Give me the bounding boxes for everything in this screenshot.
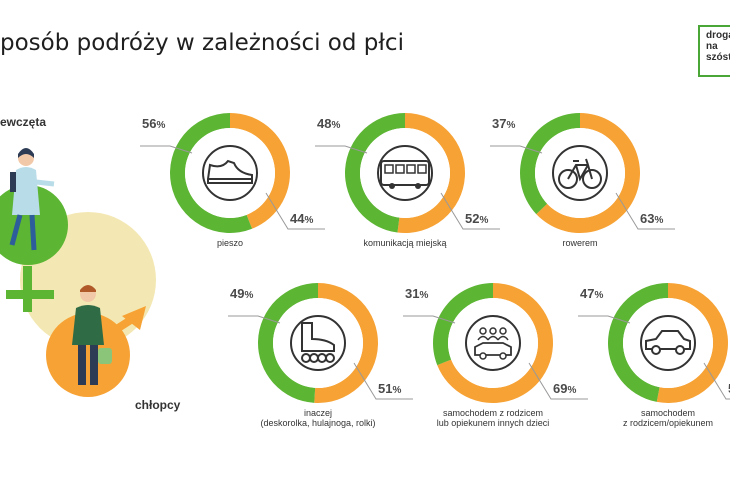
logo-line: na [706, 41, 718, 52]
donut-hole [535, 128, 625, 218]
value-label-girls: 56% [142, 116, 165, 131]
male-symbol-circle [46, 313, 130, 397]
gender-illustration [0, 148, 156, 397]
slice-boys [536, 113, 641, 233]
girl-figure [9, 148, 55, 251]
icon-ring [552, 145, 608, 201]
slice-girls [433, 283, 493, 366]
shoe-icon [207, 159, 253, 184]
value-label-boys: 44% [290, 211, 313, 226]
value-label-boys: 51% [378, 381, 401, 396]
bus-icon [380, 160, 430, 189]
category-label: lub opiekunem innych dzieci [437, 418, 550, 428]
leader-line-boys [353, 362, 413, 400]
slice-boys [314, 283, 378, 403]
boys-label: chłopcy [135, 398, 181, 412]
icon-ring [465, 315, 521, 371]
brand-logo: drogą na szóstkę [698, 25, 730, 77]
leader-line-girls [315, 145, 368, 154]
female-symbol-stem [23, 266, 32, 312]
slice-boys [230, 113, 291, 229]
slice-girls [344, 113, 405, 233]
donut-chart: 49% 51% inaczej(deskorolka, hulajnoga, rol… [228, 283, 413, 428]
slice-girls [520, 113, 580, 215]
leader-line-boys [440, 192, 500, 230]
donut-hole [273, 298, 363, 388]
category-label: komunikacją miejską [363, 238, 446, 248]
female-symbol-cross [6, 290, 54, 299]
leader-line-boys [615, 192, 675, 230]
donut-hole [623, 298, 713, 388]
donut-chart: 56% 44% pieszo [140, 113, 325, 248]
category-label: (deskorolka, hulajnoga, rolki) [260, 418, 375, 428]
category-label: inaczej [304, 408, 332, 418]
donut-hole [360, 128, 450, 218]
bicycle-icon [558, 158, 602, 189]
category-label: z rodzicem/opiekunem [623, 418, 713, 428]
icon-ring [640, 315, 696, 371]
value-label-boys: 63% [640, 211, 663, 226]
donut-chart: 48% 52% komunikacją miejską [315, 113, 500, 248]
leader-line-boys [528, 362, 588, 400]
value-label-girls: 37% [492, 116, 515, 131]
value-label-boys: 69% [553, 381, 576, 396]
slice-girls [257, 283, 318, 403]
leader-line-boys [703, 362, 730, 400]
leader-line-girls [578, 315, 631, 324]
leader-line-girls [228, 315, 281, 324]
leader-line-girls [403, 315, 456, 324]
icon-ring [290, 315, 346, 371]
category-label: rowerem [562, 238, 597, 248]
value-label-girls: 31% [405, 286, 428, 301]
donut-hole [185, 128, 275, 218]
category-label: pieszo [217, 238, 243, 248]
value-label-girls: 49% [230, 286, 253, 301]
leader-line-girls [140, 145, 193, 154]
value-label-boys: 52% [465, 211, 488, 226]
category-label: samochodem z rodzicem [443, 408, 543, 418]
donut-chart: 37% 63% rowerem [490, 113, 675, 248]
value-label-boys: 5 [728, 381, 730, 396]
logo-line: drogą [706, 30, 730, 41]
boy-figure [72, 285, 112, 385]
category-label: samochodem [641, 408, 695, 418]
icon-ring [202, 145, 258, 201]
value-label-girls: 47% [580, 286, 603, 301]
slice-girls [170, 113, 253, 233]
male-symbol-arrowhead [122, 306, 146, 330]
carpool-icon [474, 327, 512, 360]
page-title: posób podróży w zależności od płci [0, 30, 404, 56]
slice-boys [397, 113, 465, 233]
logo-line: szóstkę [706, 52, 730, 63]
icon-ring [377, 145, 433, 201]
car-icon [645, 330, 691, 355]
slice-girls [608, 283, 668, 402]
rollerskate-icon [301, 322, 335, 363]
girls-label: ewczęta [0, 115, 47, 129]
leader-line-boys [265, 192, 325, 230]
leader-line-girls [490, 145, 543, 154]
value-label-girls: 48% [317, 116, 340, 131]
